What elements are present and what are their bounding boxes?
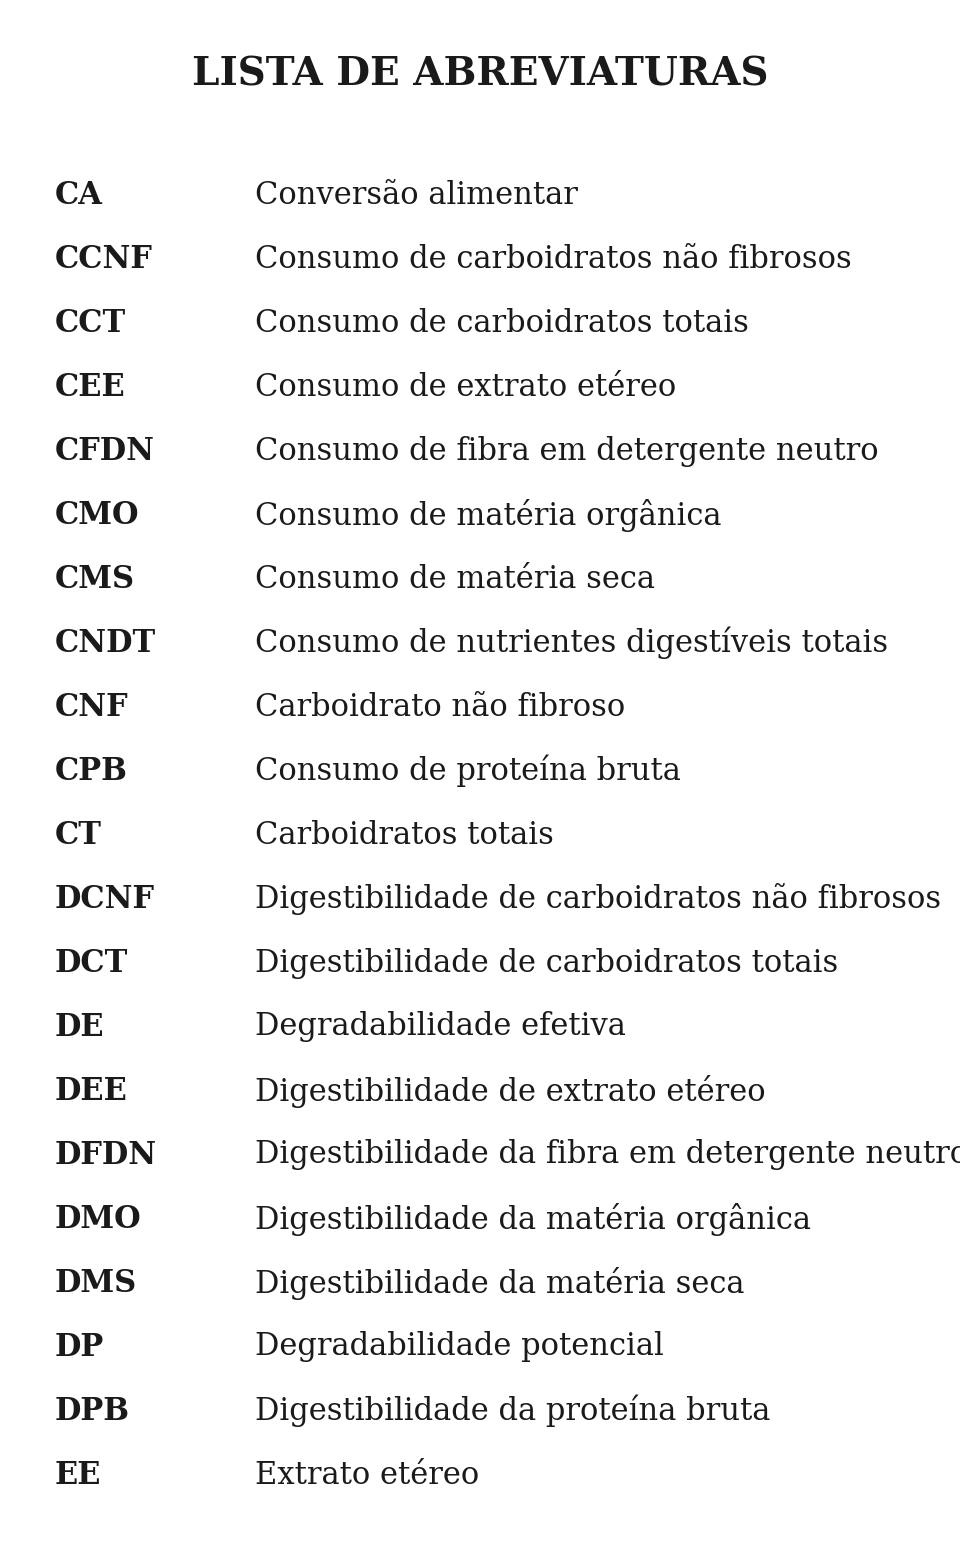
Text: CNF: CNF	[55, 692, 129, 723]
Text: DEE: DEE	[55, 1075, 128, 1106]
Text: Consumo de carboidratos totais: Consumo de carboidratos totais	[255, 307, 749, 338]
Text: Degradabilidade efetiva: Degradabilidade efetiva	[255, 1011, 626, 1042]
Text: CMS: CMS	[55, 564, 135, 595]
Text: CPB: CPB	[55, 756, 128, 787]
Text: Consumo de carboidratos não fibrosos: Consumo de carboidratos não fibrosos	[255, 243, 852, 274]
Text: Digestibilidade da fibra em detergente neutro: Digestibilidade da fibra em detergente n…	[255, 1139, 960, 1170]
Text: Carboidratos totais: Carboidratos totais	[255, 820, 554, 851]
Text: CNDT: CNDT	[55, 628, 156, 659]
Text: CCNF: CCNF	[55, 243, 153, 274]
Text: Carboidrato não fibroso: Carboidrato não fibroso	[255, 692, 625, 723]
Text: CT: CT	[55, 820, 102, 851]
Text: DPB: DPB	[55, 1396, 130, 1427]
Text: Consumo de matéria orgânica: Consumo de matéria orgânica	[255, 499, 722, 531]
Text: DFDN: DFDN	[55, 1139, 157, 1170]
Text: Conversão alimentar: Conversão alimentar	[255, 179, 578, 210]
Text: Consumo de extrato etéreo: Consumo de extrato etéreo	[255, 371, 676, 402]
Text: Digestibilidade da matéria seca: Digestibilidade da matéria seca	[255, 1267, 745, 1299]
Text: DCT: DCT	[55, 947, 129, 978]
Text: CFDN: CFDN	[55, 436, 155, 466]
Text: DE: DE	[55, 1011, 105, 1042]
Text: Consumo de fibra em detergente neutro: Consumo de fibra em detergente neutro	[255, 436, 878, 466]
Text: LISTA DE ABREVIATURAS: LISTA DE ABREVIATURAS	[192, 55, 768, 93]
Text: Degradabilidade potencial: Degradabilidade potencial	[255, 1332, 663, 1363]
Text: Consumo de matéria seca: Consumo de matéria seca	[255, 564, 655, 595]
Text: DMS: DMS	[55, 1268, 137, 1298]
Text: Digestibilidade da matéria orgânica: Digestibilidade da matéria orgânica	[255, 1203, 811, 1235]
Text: Consumo de proteína bruta: Consumo de proteína bruta	[255, 754, 681, 787]
Text: DCNF: DCNF	[55, 883, 155, 915]
Text: Consumo de nutrientes digestíveis totais: Consumo de nutrientes digestíveis totais	[255, 626, 888, 659]
Text: DP: DP	[55, 1332, 105, 1363]
Text: Digestibilidade de extrato etéreo: Digestibilidade de extrato etéreo	[255, 1075, 766, 1108]
Text: CA: CA	[55, 179, 103, 210]
Text: Extrato etéreo: Extrato etéreo	[255, 1460, 479, 1491]
Text: CEE: CEE	[55, 371, 126, 402]
Text: Digestibilidade da proteína bruta: Digestibilidade da proteína bruta	[255, 1394, 770, 1427]
Text: CMO: CMO	[55, 500, 139, 531]
Text: Digestibilidade de carboidratos totais: Digestibilidade de carboidratos totais	[255, 947, 838, 978]
Text: DMO: DMO	[55, 1203, 142, 1234]
Text: Digestibilidade de carboidratos não fibrosos: Digestibilidade de carboidratos não fibr…	[255, 883, 941, 915]
Text: CCT: CCT	[55, 307, 127, 338]
Text: EE: EE	[55, 1460, 102, 1491]
